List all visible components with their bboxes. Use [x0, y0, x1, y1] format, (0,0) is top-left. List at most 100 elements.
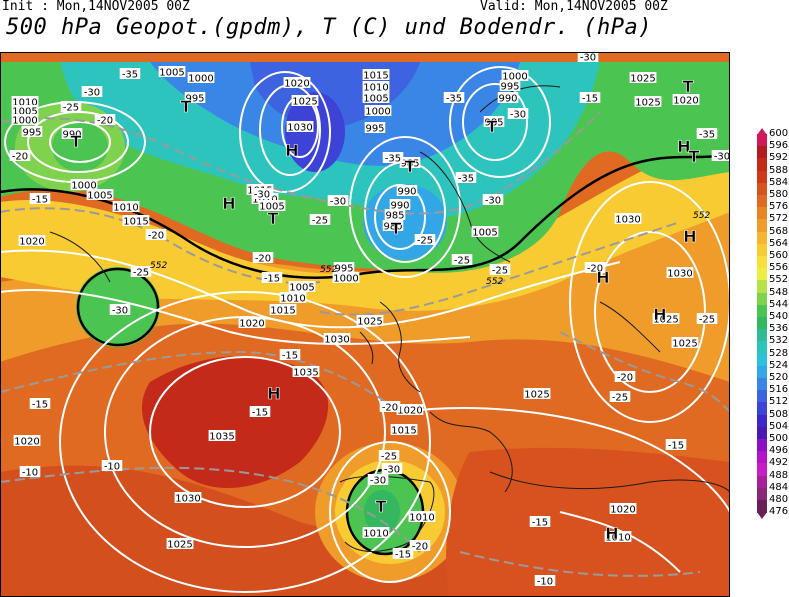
contour-552-west-low [76, 267, 160, 347]
svg-text:1030: 1030 [615, 215, 640, 226]
isobar-label: 990 [396, 185, 418, 198]
isotherm-label: -25 [309, 214, 331, 227]
legend-label: 520 [769, 372, 789, 383]
svg-text:1030: 1030 [175, 494, 200, 505]
svg-text:1025: 1025 [672, 339, 697, 350]
svg-text:1005: 1005 [363, 94, 388, 105]
isotherm-label: -20 [409, 540, 431, 553]
svg-text:-20: -20 [148, 231, 164, 242]
svg-text:985: 985 [484, 118, 503, 129]
legend-label: 480 [769, 494, 789, 505]
svg-text:-25: -25 [699, 315, 715, 326]
chart-title: 500 hPa Geopot.(gpdm), T (C) und Bodendr… [6, 15, 653, 40]
svg-text:1005: 1005 [87, 191, 112, 202]
isobar-label: 1000 [332, 272, 360, 285]
svg-text:990: 990 [390, 201, 409, 212]
isobar-label: 1020 [396, 404, 424, 417]
svg-text:1010: 1010 [280, 294, 305, 305]
contour-552-label: 552 [693, 211, 710, 221]
low-pressure-marker: T [405, 157, 416, 176]
legend-color-band [757, 500, 767, 513]
isobar-label: 1005 [158, 66, 186, 79]
svg-text:-10: -10 [22, 468, 38, 479]
svg-text:1000: 1000 [365, 107, 390, 118]
low-pressure-marker: T [391, 219, 402, 238]
svg-text:-25: -25 [612, 393, 628, 404]
high-pressure-marker: H [677, 137, 690, 156]
isobar-label: 1035 [208, 430, 236, 443]
legend-label: 484 [769, 481, 789, 493]
legend-color-band [757, 280, 767, 294]
svg-text:1030: 1030 [324, 335, 349, 346]
svg-text:1010: 1010 [409, 513, 434, 524]
legend-label: 492 [769, 457, 789, 469]
low-pressure-marker: T [181, 97, 192, 116]
isobar-label: 1015 [362, 69, 390, 82]
isotherm-label: -25 [489, 264, 511, 277]
isobar-label: 990 [389, 199, 411, 212]
low-pressure-marker: T [376, 497, 387, 516]
svg-text:1035: 1035 [209, 432, 234, 443]
isobar-label: 1025 [629, 72, 657, 85]
isotherm-label: -20 [145, 229, 167, 242]
low-pressure-marker: T [268, 209, 279, 228]
isotherm-label: -15 [665, 439, 687, 452]
isotherm-label: -10 [534, 575, 556, 588]
isobar-label: 1025 [652, 313, 680, 326]
isobar-label: 1030 [323, 333, 351, 346]
isotherm-label: -15 [392, 548, 414, 561]
svg-text:-20: -20 [617, 373, 633, 384]
svg-text:-15: -15 [395, 550, 411, 561]
isotherm-label: -35 [455, 172, 477, 185]
isobar-label: 995 [21, 126, 43, 139]
legend-color-band [757, 207, 767, 220]
isobar-label: 1020 [238, 317, 266, 330]
legend-top-arrow [757, 128, 767, 135]
svg-text:-15: -15 [32, 195, 48, 206]
legend-label: 512 [769, 396, 789, 408]
isotherm-label: -20 [252, 252, 274, 265]
legend-color-band [757, 378, 767, 391]
svg-text:-15: -15 [532, 518, 548, 529]
isotherm-label: -30 [81, 86, 103, 99]
legend-label: 564 [769, 237, 789, 249]
legend-label: 600 [769, 128, 789, 139]
isotherm-label: -35 [119, 68, 141, 81]
isobar-label: 1005 [258, 200, 286, 213]
legend-color-band [757, 439, 767, 452]
isobar-label: 1000 [11, 114, 39, 127]
svg-text:1020: 1020 [673, 96, 698, 107]
high-pressure-marker: H [605, 524, 618, 543]
isotherm-label: -30 [482, 194, 504, 207]
isobar-label: 1020 [13, 435, 41, 448]
isobar-label: 1030 [614, 213, 642, 226]
isotherm-label: -15 [279, 349, 301, 362]
svg-text:985: 985 [400, 159, 419, 170]
svg-text:1025: 1025 [653, 315, 678, 326]
legend-label: 488 [769, 469, 789, 481]
isotherm-label: -35 [443, 92, 465, 105]
svg-text:-30: -30 [254, 190, 270, 201]
geopot-field-east-high [650, 72, 730, 172]
svg-text:1000: 1000 [12, 116, 37, 127]
isotherm-label: -15 [529, 516, 551, 529]
svg-text:1020: 1020 [239, 319, 264, 330]
svg-text:980: 980 [383, 222, 402, 233]
svg-text:1010: 1010 [12, 98, 37, 109]
isotherm-label: -30 [381, 463, 403, 476]
low-pressure-marker: T [487, 117, 498, 136]
svg-text:-15: -15 [32, 400, 48, 411]
isotherm-label: -10 [101, 460, 123, 473]
legend-color-band [757, 414, 767, 428]
legend-label: 568 [769, 225, 789, 237]
isotherm-label: -30 [367, 474, 389, 487]
isobar-label: 1000 [70, 179, 98, 192]
svg-text:1010: 1010 [113, 203, 138, 214]
low-pressure-marker: T [689, 147, 700, 166]
isobar-label: 995 [333, 262, 355, 275]
legend-label: 504 [769, 420, 789, 432]
isobar-label: 1025 [291, 95, 319, 108]
svg-text:-10: -10 [104, 462, 120, 473]
isotherm-label: -20 [584, 262, 606, 275]
svg-text:1015: 1015 [123, 217, 148, 228]
